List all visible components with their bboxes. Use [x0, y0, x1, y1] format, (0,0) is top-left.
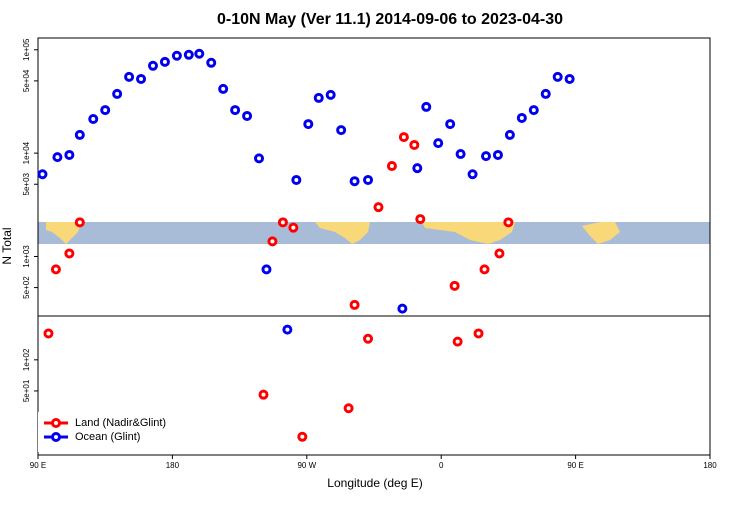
point [373, 202, 384, 213]
point [261, 264, 272, 275]
point [171, 50, 182, 61]
point [206, 57, 217, 68]
chart-title: 0-10N May (Ver 11.1) 2014-09-06 to 2023-… [217, 11, 563, 28]
point [467, 169, 478, 180]
x-tick-label: 90 E [567, 461, 583, 470]
point [297, 431, 308, 442]
legend-box [38, 412, 188, 452]
point [303, 119, 314, 130]
point [277, 217, 288, 228]
point [433, 138, 444, 149]
point [100, 105, 111, 116]
point [159, 56, 170, 67]
point [363, 333, 374, 344]
point [64, 149, 75, 160]
point [291, 174, 302, 185]
point [74, 129, 85, 140]
point [282, 324, 293, 335]
point [386, 161, 397, 172]
legend-marker [51, 432, 61, 442]
point [397, 303, 408, 314]
y-tick-label: 5e+04 [22, 69, 31, 92]
point [288, 222, 299, 233]
point [112, 88, 123, 99]
y-tick-label: 1e+04 [22, 141, 31, 164]
x-tick-label: 180 [166, 461, 180, 470]
point [552, 71, 563, 82]
point [230, 105, 241, 116]
point [479, 264, 490, 275]
point [452, 336, 463, 347]
x-tick-label: 180 [703, 461, 717, 470]
point [445, 119, 456, 130]
y-tick-label: 1e+03 [22, 245, 31, 268]
point [481, 151, 491, 162]
point [421, 101, 432, 112]
point [503, 217, 514, 228]
point [325, 89, 336, 100]
point [136, 73, 147, 84]
y-tick-label: 5e+01 [22, 379, 31, 402]
point [494, 248, 505, 259]
point [267, 236, 278, 247]
point [455, 149, 466, 160]
point [218, 83, 229, 94]
x-tick-label: 90 W [297, 461, 316, 470]
point [147, 60, 158, 71]
point [363, 174, 374, 185]
point [258, 389, 269, 400]
point [564, 73, 575, 84]
point [124, 71, 135, 82]
point [349, 299, 360, 310]
point [52, 152, 63, 163]
point [50, 264, 61, 275]
point [415, 214, 426, 225]
x-tick-label: 0 [439, 461, 444, 470]
point [194, 48, 205, 59]
point [349, 176, 360, 187]
y-tick-label: 1e+05 [22, 38, 31, 61]
point [313, 92, 324, 103]
legend-marker [51, 418, 61, 428]
y-axis-label: N Total [0, 227, 14, 264]
y-tick-label: 5e+02 [22, 276, 31, 299]
point [88, 113, 99, 124]
point [74, 217, 85, 228]
point [540, 88, 551, 99]
plot-frame [37, 37, 711, 456]
legend-label: Ocean (Glint) [75, 431, 140, 443]
point [449, 280, 460, 291]
point [492, 149, 503, 160]
y-tick-label: 1e+02 [22, 348, 31, 371]
point [183, 49, 194, 60]
point [516, 112, 527, 123]
legend-label: Land (Nadir&Glint) [75, 417, 166, 429]
point [343, 403, 354, 414]
point [242, 110, 253, 121]
point [412, 163, 423, 174]
point [504, 129, 515, 140]
point [528, 105, 539, 116]
map-band [38, 222, 710, 244]
point [43, 328, 54, 339]
point [64, 248, 75, 259]
y-tick-label: 5e+03 [22, 172, 31, 195]
point [409, 139, 420, 150]
legend: Land (Nadir&Glint) Ocean (Glint) [38, 412, 188, 452]
point [37, 169, 48, 180]
point [336, 125, 347, 136]
point [254, 153, 265, 164]
point [398, 132, 409, 143]
point [473, 328, 484, 339]
x-tick-label: 90 E [30, 461, 46, 470]
x-axis-label: Longitude (deg E) [327, 476, 422, 490]
